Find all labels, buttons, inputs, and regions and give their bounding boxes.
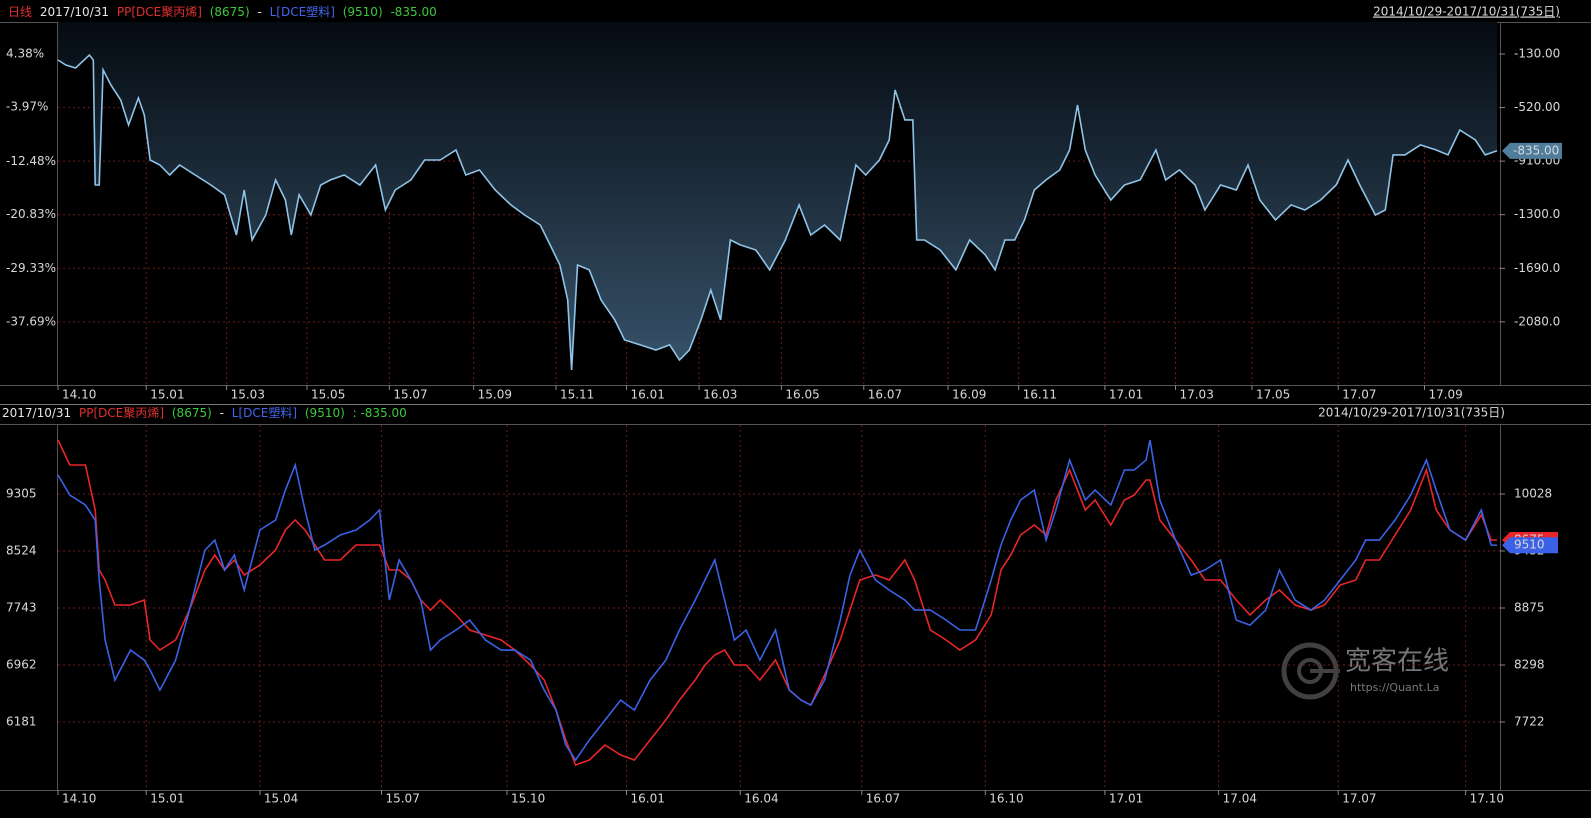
y-tick-label: -12.48% xyxy=(6,154,56,168)
series-line xyxy=(57,439,1497,767)
x-tick-label: 17.04 xyxy=(1223,792,1257,806)
y-tick-label: 9305 xyxy=(6,486,37,500)
value-tag-label: -835.00 xyxy=(1513,143,1559,157)
x-tick-label: 17.03 xyxy=(1179,388,1213,402)
price2: (9510) xyxy=(343,5,383,19)
series-line xyxy=(57,53,1498,370)
y-tick-label: 6181 xyxy=(6,715,37,729)
panel: 14.10 15.01 15.04 15.07 15.10 16.01 16.04 16.07… xyxy=(6,425,1558,806)
y-tick-label: 4.38% xyxy=(6,46,44,60)
y-tick-label: 10028 xyxy=(1514,487,1552,501)
y-tick-label: -20.83% xyxy=(6,207,56,221)
x-tick-label: 15.04 xyxy=(264,792,298,806)
x-tick-label: 16.09 xyxy=(952,388,986,402)
value-tag-label: 9510 xyxy=(1514,538,1545,552)
minus: - xyxy=(220,406,224,420)
x-tick-label: 17.01 xyxy=(1109,388,1143,402)
x-tick-label: 15.03 xyxy=(231,388,265,402)
y-tick-label: 8524 xyxy=(6,543,37,557)
x-tick-label: 14.10 xyxy=(62,792,96,806)
date-range: 2014/10/29-2017/10/31(735日) xyxy=(1373,5,1560,19)
watermark-title: 宽客在线 xyxy=(1345,647,1449,677)
x-tick-label: 15.10 xyxy=(511,792,545,806)
legend-entry: L[DCE塑料] xyxy=(232,405,297,420)
value-tag xyxy=(1502,537,1558,554)
y-tick-label: -1300.0 xyxy=(1514,207,1560,221)
x-tick-label: 15.07 xyxy=(385,792,419,806)
spread: : -835.00 xyxy=(353,406,407,420)
x-tick-label: 16.04 xyxy=(744,792,778,806)
area-fill xyxy=(58,22,1497,370)
y-tick-label: 7722 xyxy=(1514,714,1545,728)
x-tick-label: 17.07 xyxy=(1342,388,1376,402)
price1: (8675) xyxy=(210,5,250,19)
header: 日线 2017/10/31 PP[DCE聚丙烯] (8675) - L[DCE塑… xyxy=(8,4,437,19)
header: 2017/10/31 PP[DCE聚丙烯] (8675) - L[DCE塑料] … xyxy=(2,405,407,420)
y-tick-label: -3.97% xyxy=(6,100,48,114)
x-tick-label: 15.07 xyxy=(393,388,427,402)
x-tick-label: 16.07 xyxy=(868,388,902,402)
x-tick-label: 15.01 xyxy=(150,792,184,806)
date-range: 2014/10/29-2017/10/31(735日) xyxy=(1318,406,1505,420)
x-tick-label: 16.10 xyxy=(989,792,1023,806)
price2: (9510) xyxy=(305,406,345,420)
date: 2017/10/31 xyxy=(2,406,71,420)
x-tick-label: 14.10 xyxy=(62,388,96,402)
y-tick-label: -130.00 xyxy=(1514,47,1560,61)
y-tick-label: -1690.0 xyxy=(1514,261,1560,275)
y-tick-label: 6962 xyxy=(6,658,37,672)
y-tick-label: 7743 xyxy=(6,601,37,615)
x-tick-label: 17.10 xyxy=(1470,792,1504,806)
x-tick-label: 17.07 xyxy=(1342,792,1376,806)
y-tick-label: 8875 xyxy=(1514,600,1545,614)
panel: 14.10 15.01 15.03 15.05 15.07 15.09 15.11 16.01… xyxy=(6,22,1562,402)
x-tick-label: 15.09 xyxy=(478,388,512,402)
x-tick-label: 15.05 xyxy=(311,388,345,402)
y-tick-label: -2080.0 xyxy=(1514,314,1560,328)
legend-entry: PP[DCE聚丙烯] xyxy=(79,406,164,420)
x-tick-label: 16.03 xyxy=(703,388,737,402)
y-tick-label: -29.33% xyxy=(6,261,56,275)
x-tick-label: 16.05 xyxy=(785,388,819,402)
leg1: PP[DCE聚丙烯] xyxy=(117,5,202,19)
x-tick-label: 16.07 xyxy=(866,792,900,806)
watermark: 宽客在线 https://Quant.La xyxy=(1281,642,1449,700)
y-tick-label: -520.00 xyxy=(1514,100,1560,114)
x-tick-label: 16.01 xyxy=(631,388,665,402)
leg2: L[DCE塑料] xyxy=(270,4,335,19)
period: 日线 xyxy=(8,5,32,19)
date: 2017/10/31 xyxy=(40,5,109,19)
watermark-url: https://Quant.La xyxy=(1350,681,1439,694)
x-tick-label: 15.01 xyxy=(150,388,184,402)
minus: - xyxy=(257,5,261,19)
price1: (8675) xyxy=(172,406,212,420)
x-tick-label: 15.11 xyxy=(560,388,594,402)
x-tick-label: 17.09 xyxy=(1428,388,1462,402)
x-tick-label: 16.11 xyxy=(1023,388,1057,402)
x-tick-label: 16.01 xyxy=(631,792,665,806)
y-tick-label: 8298 xyxy=(1514,658,1545,672)
x-tick-label: 17.05 xyxy=(1256,388,1290,402)
spread: -835.00 xyxy=(390,5,436,19)
x-tick-label: 17.01 xyxy=(1109,792,1143,806)
series-line xyxy=(57,439,1498,762)
y-tick-label: -37.69% xyxy=(6,314,56,328)
value-tag xyxy=(1502,142,1562,159)
